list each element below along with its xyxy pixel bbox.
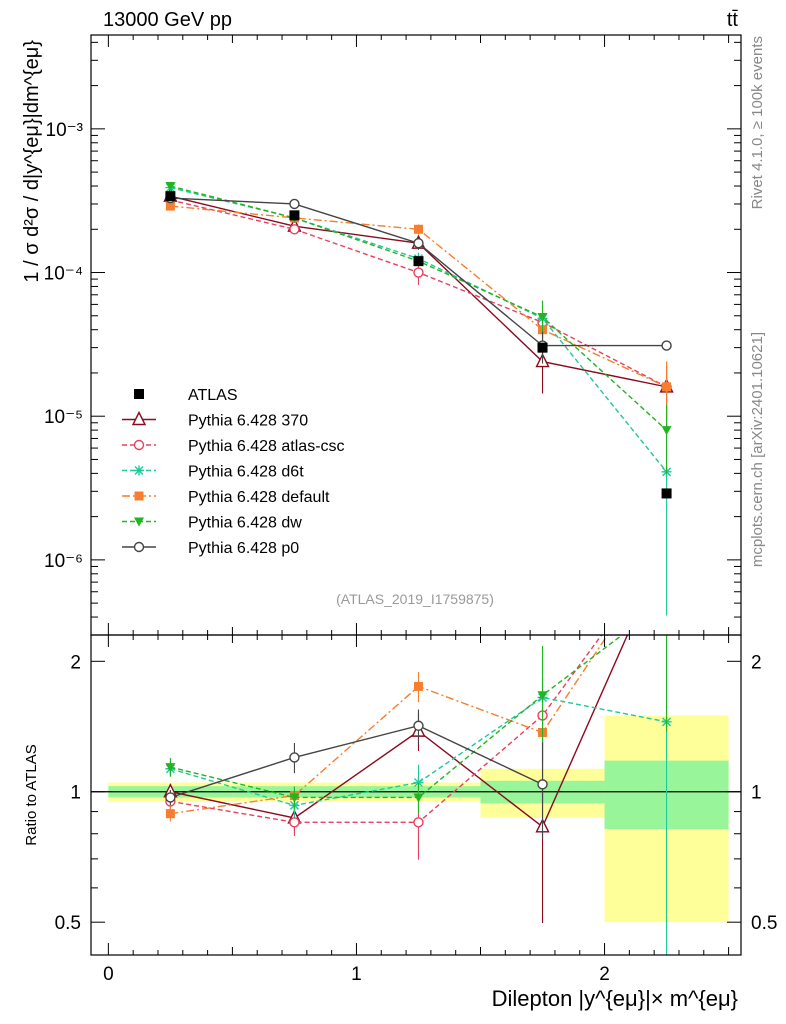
mcplots-label: mcplots.cern.ch [arXiv:2401.10621] [749, 332, 766, 567]
legend-marker-pythia-6-428-p0 [133, 541, 145, 553]
x-tick-label: 2 [599, 964, 610, 985]
x-tick-label: 0 [103, 964, 114, 985]
analysis-id: (ATLAS_2019_I1759875) [336, 591, 494, 607]
y-tick-label: 10⁻³ [46, 120, 84, 141]
y-tick-label: 10⁻⁶ [44, 551, 83, 572]
ratio-line-pythia-6-428-p0 [170, 725, 543, 799]
ratio-y-tick-label-right: 0.5 [751, 913, 777, 934]
header-left: 13000 GeV pp [103, 9, 232, 31]
ratio-point-pythia-6-428-default [413, 681, 423, 691]
series-point-pythia-6-428-default [165, 201, 175, 211]
series-line-pythia-6-428-default [170, 205, 667, 388]
ratio-y-tick-label-right: 2 [751, 652, 762, 673]
y-tick-label: 10⁻⁴ [44, 264, 83, 285]
series-point-pythia-6-428-dw [537, 313, 548, 323]
legend-label-pythia-6-428-default: Pythia 6.428 default [188, 489, 330, 506]
atlas-data-point [165, 191, 176, 202]
series-point-pythia-6-428-p0 [413, 237, 424, 249]
legend-label-pythia-6-428-370: Pythia 6.428 370 [188, 413, 308, 430]
ratio-point-pythia-6-428-p0 [537, 779, 548, 790]
legend-label-pythia-6-428-dw: Pythia 6.428 dw [188, 515, 302, 532]
legend-marker-pythia-6-428-dw [134, 517, 144, 527]
series-point-pythia-6-428-dw [165, 182, 176, 192]
series-line-pythia-6-428-dw [170, 185, 668, 431]
legend-label-pythia-6-428-p0: Pythia 6.428 p0 [188, 540, 299, 557]
legend-marker-atlas [134, 389, 144, 399]
ratio-point-pythia-6-428-p0 [413, 720, 424, 731]
header-right: tt̄ [727, 9, 739, 31]
x-tick-label: 1 [351, 964, 362, 985]
ratio-point-pythia-6-428-default [165, 809, 175, 819]
legend: ATLAS Pythia 6.428 370 Pythia 6.428 atlas-… [122, 387, 345, 557]
legend-marker-pythia-6-428-370 [131, 410, 147, 426]
ratio-y-tick-label-right: 1 [751, 783, 762, 804]
legend-marker-pythia-6-428-default [134, 491, 144, 501]
axes: 0 1 2 10⁻⁶ 10⁻⁵ 10⁻⁴ 10⁻³ 0.5 0.5 1 1 2 2 [44, 34, 777, 985]
y-axis-label: 1 / σ d²σ / d|y^{eμ}|dm^{eμ} [21, 40, 43, 283]
ratio-y-tick-label: 1 [70, 783, 81, 804]
legend-label-pythia-6-428-d6t: Pythia 6.428 d6t [188, 464, 304, 481]
rivet-label: Rivet 4.1.0, ≥ 100k events [749, 36, 766, 209]
ratio-frame [90, 634, 742, 956]
atlas-data-point [289, 210, 300, 221]
series-point-pythia-6-428-default [662, 382, 672, 392]
atlas-data-point [661, 488, 672, 499]
ratio-point-pythia-6-428-atlas-csc [289, 817, 300, 828]
ratio-y-axis-label: Ratio to ATLAS [23, 744, 40, 845]
ratio-point-pythia-6-428-p0 [289, 752, 300, 763]
legend-marker-pythia-6-428-atlas-csc [133, 439, 145, 451]
series-point-pythia-6-428-p0 [661, 340, 672, 351]
y-tick-label: 10⁻⁵ [44, 407, 83, 428]
x-axis-label: Dilepton |y^{eμ}|× m^{eμ} [492, 986, 738, 1011]
ratio-point-pythia-6-428-dw [537, 691, 548, 701]
ratio-point-pythia-6-428-dw [289, 793, 300, 803]
ratio-point-pythia-6-428-atlas-csc [413, 817, 424, 828]
series-point-pythia-6-428-p0 [289, 198, 300, 210]
ratio-y-tick-label: 0.5 [55, 913, 81, 934]
ratio-point-pythia-6-428-d6t [413, 777, 424, 788]
ratio-panel [163, 635, 672, 955]
ratio-point-pythia-6-428-dw [413, 793, 424, 803]
main-panel [163, 182, 674, 616]
ratio-point-pythia-6-428-dw [165, 763, 176, 773]
ratio-y-tick-label: 2 [70, 652, 81, 673]
atlas-data-point [537, 342, 548, 353]
series-point-pythia-6-428-dw [661, 426, 672, 436]
series-point-pythia-6-428-atlas-csc [289, 224, 300, 235]
series-point-pythia-6-428-atlas-csc [413, 267, 424, 278]
ratio-line-pythia-6-428-d6t [170, 696, 667, 807]
atlas-data-point [413, 256, 424, 267]
ratio-point-pythia-6-428-p0 [165, 792, 176, 803]
legend-label-atlas: ATLAS [188, 387, 238, 404]
legend-marker-pythia-6-428-d6t [134, 465, 144, 476]
legend-label-pythia-6-428-atlas-csc: Pythia 6.428 atlas-csc [188, 438, 345, 455]
series-point-pythia-6-428-default [413, 224, 423, 234]
